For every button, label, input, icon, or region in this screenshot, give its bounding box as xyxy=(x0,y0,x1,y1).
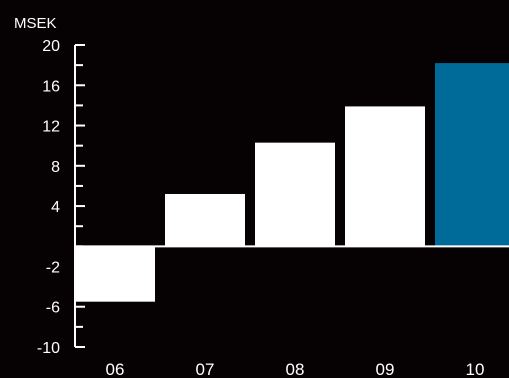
y-tick-label: 12 xyxy=(42,119,60,136)
y-tick-label: 20 xyxy=(42,38,60,55)
x-category-labels: 06 07 08 09 10 xyxy=(106,360,485,378)
y-tick-label: 16 xyxy=(42,78,60,95)
y-axis xyxy=(74,44,509,348)
y-tick-label: 8 xyxy=(51,159,60,176)
y-tick-label: 4 xyxy=(51,199,60,216)
y-tick-labels: -10 -6 -2 4 8 12 16 20 xyxy=(37,38,60,357)
y-tick-label: -10 xyxy=(37,340,60,357)
bar-06 xyxy=(75,246,155,302)
bar-07 xyxy=(165,193,245,247)
bar-08 xyxy=(255,142,335,247)
x-category-label: 10 xyxy=(466,360,485,378)
x-category-label: 08 xyxy=(286,360,305,378)
bar-10 xyxy=(435,63,509,247)
x-category-label: 07 xyxy=(196,360,215,378)
bars-group xyxy=(75,63,509,302)
y-tick-label: -6 xyxy=(46,300,60,317)
bar-09 xyxy=(345,106,425,247)
x-category-label: 09 xyxy=(376,360,395,378)
y-tick-label: -2 xyxy=(46,259,60,276)
x-category-label: 06 xyxy=(106,360,125,378)
y-axis-unit-label: MSEK xyxy=(14,15,57,32)
